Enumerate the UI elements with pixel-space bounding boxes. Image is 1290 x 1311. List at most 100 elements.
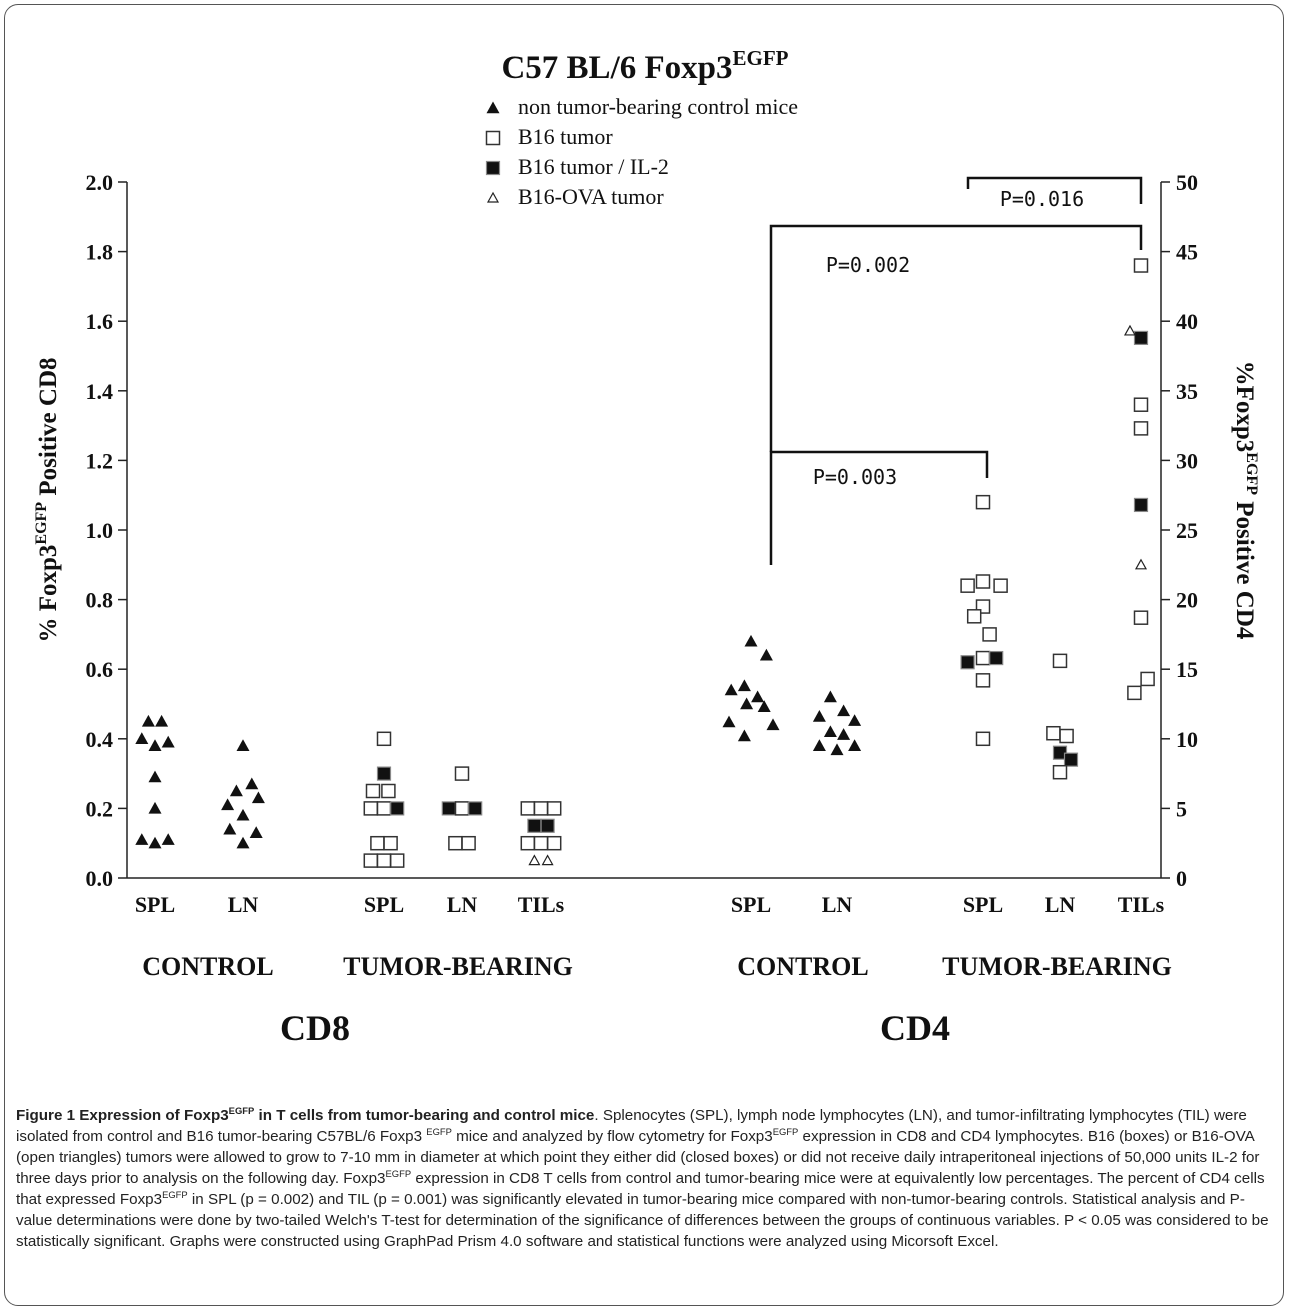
data-point [848, 714, 862, 726]
data-point [975, 494, 991, 510]
data-point [546, 801, 562, 816]
legend-marker-open-triangle [486, 191, 500, 203]
data-point [975, 574, 991, 589]
right-tick-label: 0 [1176, 866, 1187, 891]
left-tick-label: 1.8 [86, 240, 114, 265]
right-y-axis: 0 5 10 15 20 25 30 35 40 45 50 [1160, 170, 1198, 891]
legend: non tumor-bearing control mice B16 tumor B… [485, 94, 798, 209]
data-point [837, 728, 851, 740]
data-point [236, 836, 250, 849]
right-tick-label: 25 [1176, 518, 1198, 543]
category-label-ln: LN [822, 892, 853, 917]
data-point [1052, 653, 1068, 669]
legend-marker-filled-square [485, 160, 501, 176]
data-point [823, 725, 837, 738]
data-point [245, 777, 259, 790]
data-point [148, 836, 162, 849]
data-point [546, 835, 562, 851]
data-point [365, 783, 381, 799]
right-tick-label: 45 [1176, 240, 1198, 265]
left-tick-label: 1.2 [86, 448, 114, 473]
category-label-spl: SPL [963, 892, 1003, 917]
left-tick-label: 2.0 [86, 170, 114, 195]
left-tick-label: 1.4 [86, 379, 114, 404]
data-point [370, 835, 385, 851]
category-label-spl: SPL [731, 892, 771, 917]
data-point [975, 673, 991, 688]
category-label-ln: LN [1045, 892, 1076, 917]
data-point [376, 801, 392, 816]
panel-label-cd4: CD4 [880, 1008, 950, 1048]
data-point [737, 679, 751, 692]
data-point [376, 766, 392, 781]
data-point [148, 770, 162, 783]
left-y-axis: 0.0 0.2 0.4 0.6 0.8 1.0 1.2 1.4 1.6 1.8 2.0 [86, 170, 128, 891]
data-point [454, 766, 470, 781]
data-point [363, 801, 379, 816]
right-y-axis-label: %Foxp3EGFP Positive CD4 [1231, 361, 1260, 640]
right-tick-label: 35 [1176, 379, 1198, 404]
category-label-spl: SPL [364, 892, 404, 917]
data-point [533, 835, 549, 851]
data-point [155, 714, 169, 727]
data-point [1134, 558, 1148, 570]
data-point [1133, 421, 1149, 436]
data-point [812, 710, 826, 722]
scatter-chart: C57 BL/6 Foxp3EGFP non tumor-bearing con… [33, 46, 1260, 1048]
data-point [383, 835, 398, 851]
data-point [135, 833, 149, 845]
data-points [135, 258, 1155, 868]
data-point [390, 801, 405, 816]
data-point [722, 715, 736, 728]
data-point [724, 683, 738, 696]
right-tick-label: 20 [1176, 588, 1198, 613]
data-point [766, 718, 780, 731]
data-point [1140, 671, 1155, 687]
data-point [223, 822, 237, 835]
data-point [376, 731, 392, 747]
left-tick-label: 1.0 [86, 518, 114, 543]
data-point [830, 743, 844, 756]
data-point [848, 739, 862, 751]
comparison-bracket [769, 224, 1143, 452]
group-label-tumor-cd4: TUMOR-BEARING [942, 952, 1172, 981]
data-point [148, 739, 162, 751]
data-point [1133, 330, 1149, 346]
figure-frame [4, 4, 1284, 1306]
p-value-label: P=0.016 [1000, 187, 1084, 211]
data-point [221, 798, 235, 811]
data-point [461, 835, 476, 851]
data-point [389, 853, 405, 868]
data-point [744, 634, 758, 647]
data-point [759, 648, 773, 661]
category-label-ln: LN [228, 892, 259, 917]
legend-marker-filled-triangle [486, 101, 500, 114]
data-point [982, 627, 997, 642]
data-point [1046, 725, 1061, 741]
right-tick-label: 10 [1176, 727, 1198, 752]
data-point [1063, 752, 1079, 767]
data-point [381, 783, 396, 799]
data-point [229, 784, 243, 797]
group-label-control-cd8: CONTROL [142, 952, 273, 981]
data-point [161, 735, 175, 748]
data-point [966, 609, 982, 624]
right-tick-label: 40 [1176, 309, 1198, 334]
data-point [757, 700, 771, 712]
data-point [823, 690, 837, 703]
left-y-axis-label: % Foxp3EGFP Positive CD8 [33, 357, 62, 642]
legend-label: B16-OVA tumor [518, 184, 664, 209]
left-tick-label: 0.8 [86, 588, 114, 613]
data-point [740, 697, 754, 710]
data-point [1133, 397, 1149, 412]
data-point [363, 853, 379, 868]
data-point [1133, 497, 1149, 513]
data-point [376, 853, 392, 868]
chart-title: C57 BL/6 Foxp3EGFP [501, 46, 788, 86]
legend-label: B16 tumor / IL-2 [518, 154, 669, 179]
legend-label: B16 tumor [518, 124, 613, 149]
data-point [541, 854, 554, 866]
data-point [448, 835, 463, 851]
left-tick-label: 0.4 [86, 727, 114, 752]
data-point [540, 818, 555, 833]
